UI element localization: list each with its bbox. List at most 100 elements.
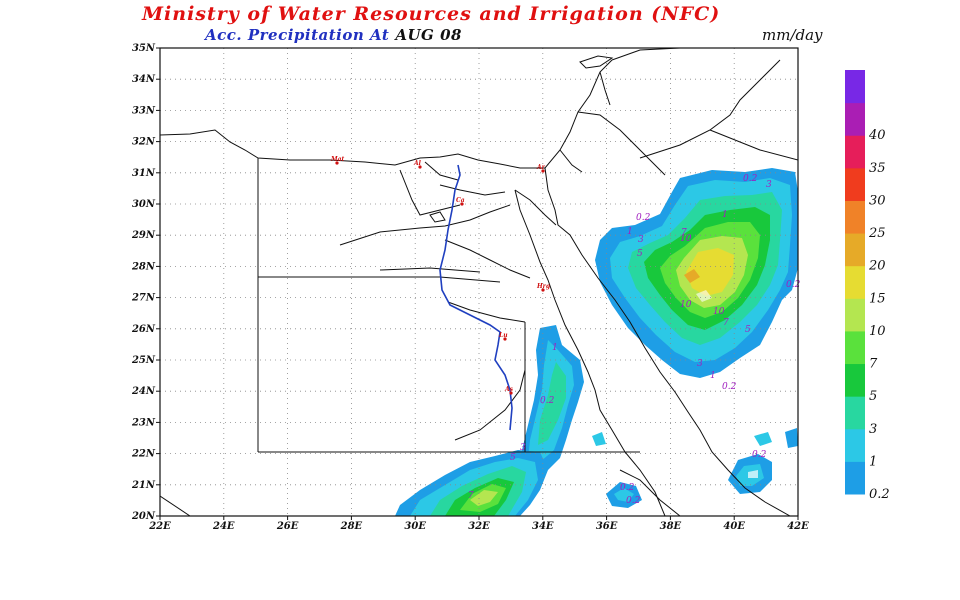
- contour-label: 5: [510, 453, 516, 463]
- lon-tick-label: 34E: [532, 521, 554, 532]
- contour-label: 10: [680, 234, 692, 244]
- contour-label: 0.2: [786, 280, 801, 290]
- city-label: As: [504, 386, 514, 393]
- qattara-lake: [429, 211, 446, 223]
- lon-tick-label: 30E: [404, 521, 426, 532]
- colorbar-label: 25: [868, 226, 886, 241]
- lon-tick-label: 42E: [787, 521, 809, 532]
- colorbar-swatch: [845, 102, 865, 136]
- lat-tick-label: 30N: [132, 199, 156, 210]
- city-dot: [541, 169, 545, 173]
- contour-label: 1: [722, 210, 728, 220]
- lon-tick-label: 38E: [660, 521, 682, 532]
- colorbar-swatch: [845, 265, 865, 299]
- lat-tick-label: 24N: [131, 386, 156, 397]
- colorbar-swatch: [845, 298, 865, 332]
- colorbar-swatch: [845, 330, 865, 365]
- colorbar-swatch: [845, 461, 865, 495]
- gov-line-3: [439, 184, 506, 196]
- contour-label: 0.2: [636, 213, 651, 223]
- colorbar-label: 20: [868, 259, 886, 274]
- subtitle-variable: Acc. Precipitation: [205, 26, 365, 44]
- city-dot: [418, 165, 422, 169]
- gov-line-1: [339, 204, 511, 246]
- precipitation-field: [395, 168, 798, 516]
- contour-label: 0.2: [752, 450, 767, 460]
- contour-label: 3: [638, 235, 644, 245]
- city-label: Lu: [498, 332, 508, 339]
- contour-label: 0.2: [743, 174, 758, 184]
- contour-label: 1: [552, 343, 558, 353]
- city-label: Ar: [536, 164, 546, 171]
- contour-label: 3: [766, 180, 772, 190]
- coastline-redsea-west: [514, 189, 666, 516]
- colorbar-label: 40: [868, 128, 886, 143]
- colorbar-label: 7: [869, 357, 878, 372]
- city-markers: Mat Al Ca Ar Hrg Lu As: [330, 156, 550, 395]
- units-label: mm/day: [762, 26, 823, 44]
- nile-river: [439, 164, 513, 431]
- coastline-redsea-east: [544, 167, 791, 516]
- gov-line-4: [424, 161, 459, 181]
- colorbar-label: 35: [869, 161, 886, 176]
- precip-cell-arabia: [595, 168, 798, 378]
- gov-line-2: [399, 169, 461, 216]
- contour-label: 0.2: [620, 483, 635, 493]
- precip-cell-redsea: [520, 325, 606, 478]
- colorbar-label: 3: [869, 422, 877, 437]
- lat-tick-label: 33N: [132, 105, 156, 116]
- contour-label: 0.2: [626, 496, 641, 506]
- boundaries: [160, 48, 798, 516]
- precip-cell-sudan: [395, 450, 548, 516]
- lat-tick-label: 28N: [131, 261, 156, 272]
- lat-tick-label: 23N: [131, 417, 156, 428]
- contour-label: 7: [681, 228, 687, 238]
- lon-tick-label: 22E: [148, 521, 171, 532]
- lon-tick-label: 24E: [212, 521, 235, 532]
- chad-border: [160, 495, 191, 516]
- colorbar-swatch: [845, 135, 865, 169]
- colorbar-swatch: [845, 233, 865, 267]
- city-dot: [541, 288, 545, 292]
- lat-tick-label: 31N: [132, 168, 156, 179]
- precip-cell-small: [606, 428, 798, 508]
- gov-line-7: [447, 301, 526, 323]
- eritrea-border: [619, 469, 681, 516]
- lat-tick-label: 29N: [131, 230, 156, 241]
- colorbar-label: 30: [869, 193, 886, 208]
- lat-tick-label: 21N: [131, 480, 156, 491]
- sinai-israel-border: [559, 149, 583, 173]
- gov-line-6: [379, 267, 481, 273]
- subtitle-at: At: [370, 26, 390, 44]
- contour-label: 1: [627, 227, 633, 237]
- colorbar-swatch: [845, 200, 865, 234]
- contour-label: 0.2: [540, 396, 555, 406]
- city-label: Al: [413, 160, 422, 167]
- saudi-iraq-border: [709, 129, 798, 161]
- lon-tick-label: 36E: [596, 521, 618, 532]
- contour-label: 5: [637, 249, 643, 259]
- contour-label: 10: [713, 307, 725, 317]
- jordan-border: [577, 111, 666, 176]
- lake-nasser: [454, 369, 526, 441]
- lat-tick-label: 32N: [132, 137, 156, 148]
- contour-label: 7: [468, 491, 474, 501]
- contour-label: 10: [680, 300, 692, 310]
- gov-line-5: [444, 239, 531, 279]
- contour-label: 3: [697, 359, 703, 369]
- syria-coast: [599, 71, 611, 106]
- city-dot: [509, 391, 513, 395]
- city-label: Mat: [330, 156, 345, 163]
- city-dot: [335, 161, 339, 165]
- colorbar-label: 5: [869, 389, 877, 404]
- contour-label: 7: [723, 318, 729, 328]
- map-title: Ministry of Water Resources and Irrigati…: [142, 3, 721, 25]
- subtitle-date: AUG 08: [395, 26, 462, 44]
- axis-labels: 22E 24E 26E 28E 30E 32E 34E 36E 38E 40E 42E 20N 21N 2…: [131, 43, 809, 532]
- lat-lon-grid: [160, 48, 798, 516]
- lat-tick-label: 25N: [131, 355, 156, 366]
- colorbar-label: 15: [869, 291, 886, 306]
- coastline-turkey: [611, 48, 681, 61]
- lon-tick-label: 32E: [468, 521, 490, 532]
